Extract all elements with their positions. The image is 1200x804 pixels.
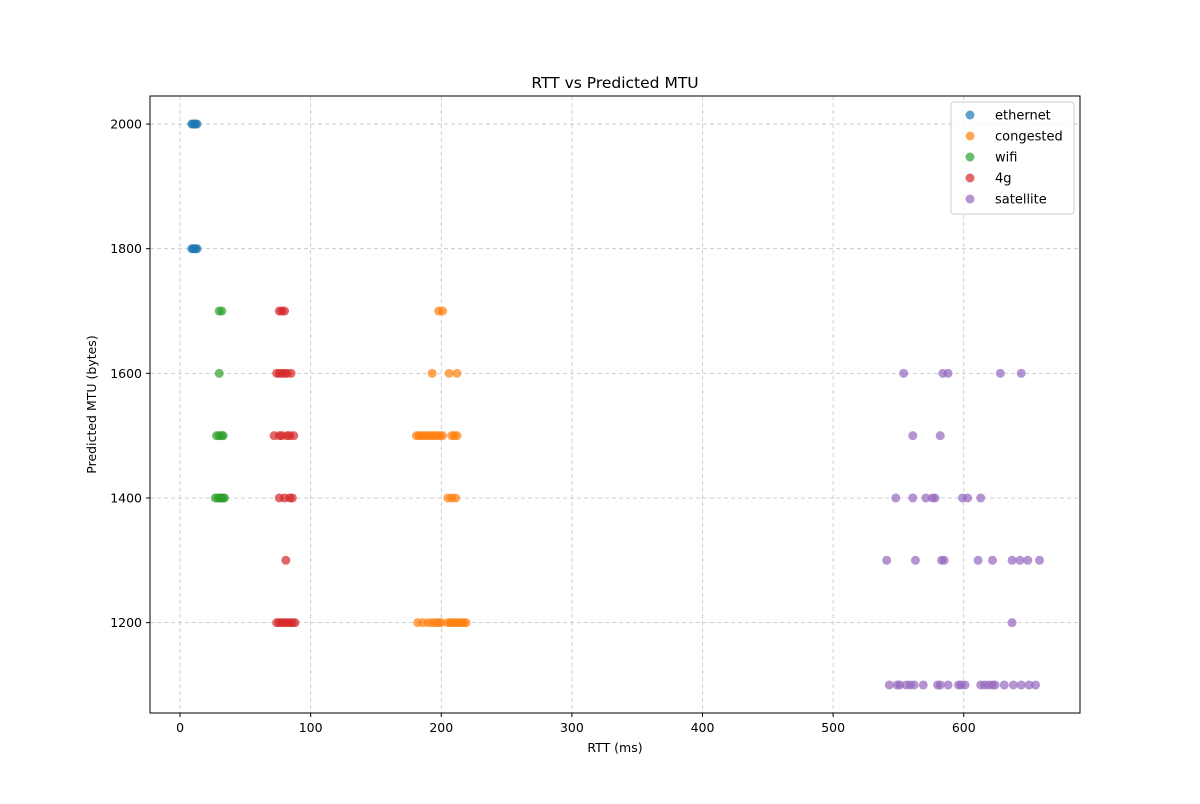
x-tick-label-600: 600 xyxy=(952,720,976,735)
wifi-point-2 xyxy=(214,368,224,378)
satellite-point-3 xyxy=(995,368,1005,378)
satellite-point-21 xyxy=(1007,555,1017,565)
satellite-point-5 xyxy=(908,431,918,441)
y-tick-label-1800: 1800 xyxy=(110,241,142,256)
satellite-point-18 xyxy=(939,555,949,565)
legend-marker-ethernet xyxy=(965,110,975,120)
congested-point-3 xyxy=(444,368,454,378)
legend-label-wifi: wifi xyxy=(995,151,1017,166)
satellite-point-43 xyxy=(990,680,1000,690)
satellite-point-25 xyxy=(1007,618,1017,628)
series-4g xyxy=(269,306,300,628)
congested-point-28 xyxy=(436,618,446,628)
legend-marker-4g xyxy=(965,173,975,183)
legend-marker-satellite xyxy=(965,194,975,204)
x-tick-label-300: 300 xyxy=(560,720,584,735)
satellite-point-44 xyxy=(999,680,1009,690)
axis-ticks: 0 100 200 300 400 500 600 1200 1400 1600 1800 2000 xyxy=(110,117,976,735)
legend-label-ethernet: ethernet xyxy=(995,109,1051,124)
satellite-point-15 xyxy=(882,555,892,565)
satellite-point-46 xyxy=(1016,680,1026,690)
series-ethernet xyxy=(187,119,202,254)
satellite-point-32 xyxy=(918,680,928,690)
satellite-point-2 xyxy=(943,368,953,378)
4g-point-2 xyxy=(280,306,290,316)
satellite-point-19 xyxy=(973,555,983,565)
series-satellite xyxy=(882,368,1045,690)
satellite-point-48 xyxy=(1031,680,1041,690)
x-tick-label-100: 100 xyxy=(299,720,323,735)
satellite-point-6 xyxy=(935,431,945,441)
4g-point-18 xyxy=(287,493,297,503)
satellite-point-28 xyxy=(895,680,905,690)
satellite-point-8 xyxy=(908,493,918,503)
series-congested xyxy=(411,306,471,628)
wifi-point-6 xyxy=(218,431,228,441)
satellite-point-34 xyxy=(935,680,945,690)
y-axis-title: Predicted MTU (bytes) xyxy=(84,335,99,473)
4g-point-8 xyxy=(286,368,296,378)
legend-label-4g: 4g xyxy=(995,172,1012,187)
congested-point-2 xyxy=(427,368,437,378)
legend-box xyxy=(950,101,1075,215)
ethernet-point-4 xyxy=(192,119,202,129)
satellite-point-7 xyxy=(891,493,901,503)
legend-marker-wifi xyxy=(965,152,975,162)
satellite-point-24 xyxy=(1035,555,1045,565)
satellite-point-13 xyxy=(963,493,973,503)
4g-point-19 xyxy=(281,555,291,565)
x-tick-label-0: 0 xyxy=(176,720,184,735)
satellite-point-11 xyxy=(930,493,940,503)
congested-point-1 xyxy=(438,306,448,316)
legend-label-congested: congested xyxy=(995,130,1063,145)
data-points xyxy=(187,119,1045,690)
congested-point-21 xyxy=(451,493,461,503)
satellite-point-38 xyxy=(960,680,970,690)
4g-point-27 xyxy=(290,618,300,628)
congested-point-18 xyxy=(452,431,462,441)
legend: ethernet congested wifi 4g satellite xyxy=(950,101,1075,215)
satellite-point-35 xyxy=(943,680,953,690)
plot-area-frame xyxy=(149,95,1081,714)
satellite-point-47 xyxy=(1024,680,1034,690)
wifi-point-13 xyxy=(219,493,229,503)
satellite-point-22 xyxy=(1015,555,1025,565)
congested-point-4 xyxy=(452,368,462,378)
y-tick-label-1400: 1400 xyxy=(110,490,142,505)
satellite-point-26 xyxy=(884,680,894,690)
y-tick-label-1200: 1200 xyxy=(110,615,142,630)
satellite-point-31 xyxy=(909,680,919,690)
4g-point-14 xyxy=(289,431,299,441)
satellite-point-23 xyxy=(1023,555,1033,565)
satellite-point-45 xyxy=(1008,680,1018,690)
x-axis-title: RTT (ms) xyxy=(587,740,642,755)
satellite-point-0 xyxy=(899,368,909,378)
wifi-point-1 xyxy=(217,306,227,316)
satellite-point-14 xyxy=(976,493,986,503)
y-tick-label-2000: 2000 xyxy=(110,117,142,132)
legend-marker-congested xyxy=(965,131,975,141)
satellite-point-20 xyxy=(987,555,997,565)
congested-point-15 xyxy=(438,431,448,441)
x-tick-label-500: 500 xyxy=(821,720,845,735)
satellite-point-9 xyxy=(921,493,931,503)
series-wifi xyxy=(210,306,229,503)
satellite-point-16 xyxy=(910,555,920,565)
y-tick-label-1600: 1600 xyxy=(110,366,142,381)
x-tick-label-200: 200 xyxy=(429,720,453,735)
congested-point-36 xyxy=(461,618,471,628)
chart-title: RTT vs Predicted MTU xyxy=(531,74,698,92)
x-tick-label-400: 400 xyxy=(691,720,715,735)
grid xyxy=(150,96,1080,713)
satellite-point-4 xyxy=(1016,368,1026,378)
legend-label-satellite: satellite xyxy=(995,193,1047,208)
ethernet-point-9 xyxy=(192,244,202,254)
